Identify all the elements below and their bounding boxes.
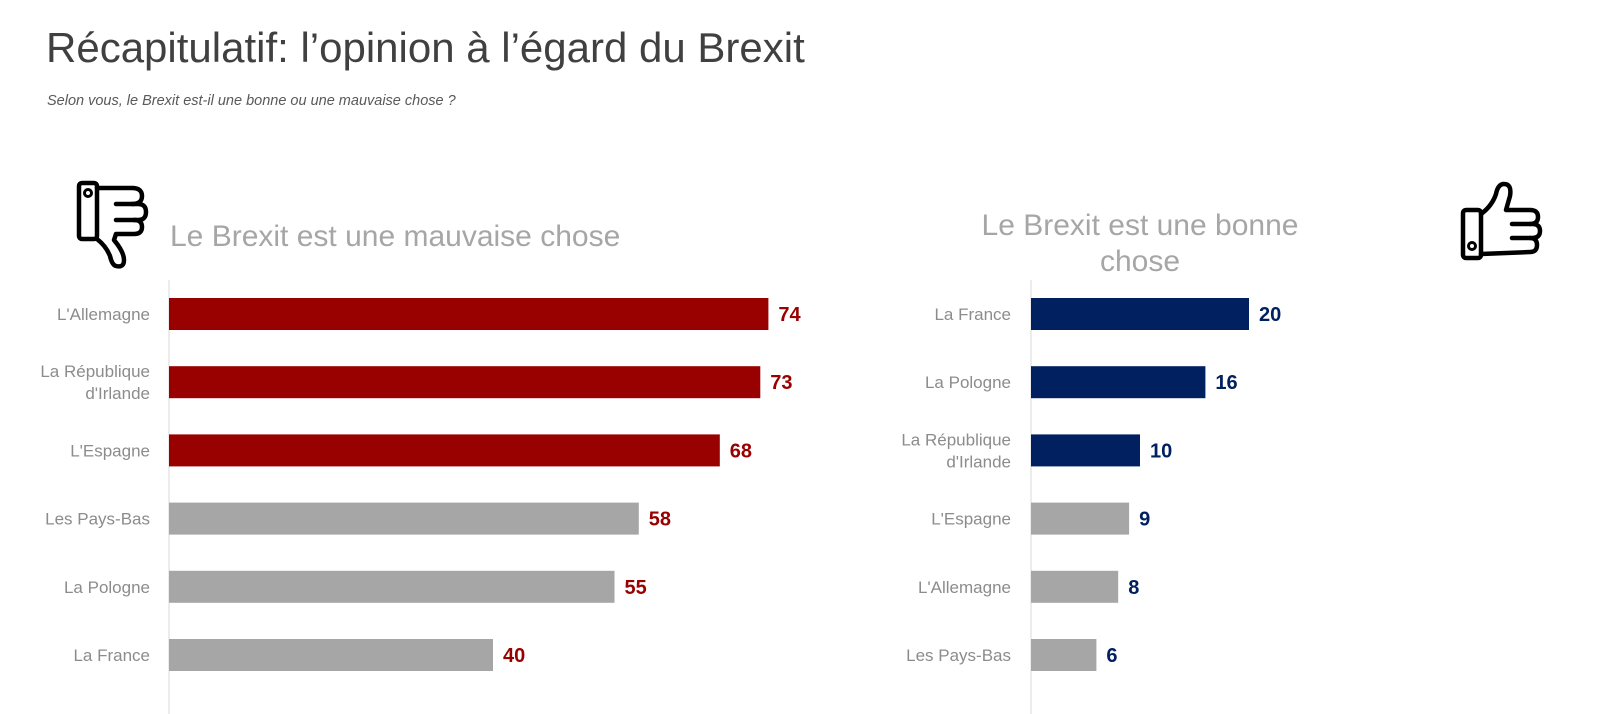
left-bar [169, 570, 615, 603]
left-value-label: 58 [649, 509, 671, 531]
right-category-label: L'Allemagne [918, 578, 1011, 597]
right-bar [1031, 570, 1119, 603]
right-category-label: L'Espagne [931, 510, 1011, 529]
left-category-label: L'Allemagne [57, 305, 150, 324]
thumbs-up-icon [1460, 180, 1544, 269]
right-bar [1031, 298, 1249, 330]
left-bar [169, 366, 761, 399]
right-bar [1031, 366, 1206, 399]
left-bar [169, 298, 769, 330]
left-category-label: L'Espagne [70, 441, 150, 460]
right-category-label: La France [934, 305, 1011, 324]
left-category-label: La Pologne [64, 578, 150, 597]
left-bar [169, 502, 639, 535]
right-value-label: 6 [1106, 645, 1117, 667]
right-bar [1031, 434, 1140, 467]
thumbs-down-icon [76, 180, 160, 275]
left-category-label: La République d'Irlande [40, 362, 150, 403]
right-value-label: 10 [1150, 440, 1172, 462]
left-bar [169, 639, 493, 671]
right-category-label: La République d'Irlande [901, 430, 1011, 471]
left-value-label: 74 [778, 304, 801, 326]
left-category-label: Les Pays-Bas [45, 510, 150, 529]
left-bar [169, 434, 720, 467]
right-value-label: 8 [1128, 577, 1139, 599]
page-subtitle: Selon vous, le Brexit est-il une bonne o… [47, 93, 456, 109]
right-bar [1031, 639, 1097, 671]
right-category-label: Les Pays-Bas [906, 646, 1011, 665]
left-panel-title: Le Brexit est une mauvaise chose [170, 220, 621, 253]
right-panel-title: Le Brexit est une bonne chose [981, 209, 1299, 278]
right-category-label: La Pologne [925, 373, 1011, 392]
right-value-label: 16 [1215, 372, 1237, 394]
left-category-label: La France [73, 646, 150, 665]
left-value-label: 40 [503, 645, 525, 667]
page-title: Récapitulatif: l’opinion à l’égard du Br… [46, 24, 805, 71]
right-value-label: 20 [1259, 304, 1281, 326]
right-value-label: 9 [1139, 509, 1150, 531]
right-bar [1031, 502, 1130, 535]
left-value-label: 68 [730, 440, 752, 462]
left-value-label: 55 [625, 577, 647, 599]
left-value-label: 73 [770, 372, 792, 394]
